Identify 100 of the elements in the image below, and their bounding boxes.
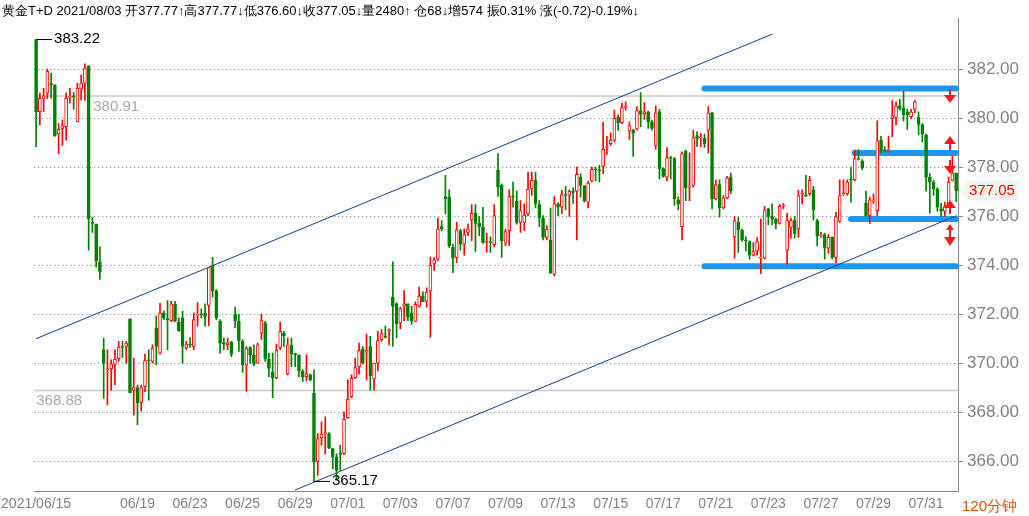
text: 120分钟 xyxy=(962,496,1018,514)
candlestick xyxy=(954,172,958,202)
x-tick-label: 07/23 xyxy=(750,495,787,512)
candlestick xyxy=(312,369,316,482)
y-tick-label: 382.00 xyxy=(967,59,1019,79)
y-tick-label: 368.00 xyxy=(967,401,1019,421)
candlestick xyxy=(556,202,560,216)
candlestick xyxy=(597,165,602,183)
candlestick xyxy=(897,98,902,111)
candlestick xyxy=(683,149,688,201)
candlestick xyxy=(665,147,669,182)
chart-title: 黄金T+D 2021/08/03 开377.77↑高377.77↓低376.60↓收377.05↓量2480↑ 仓68↓增574 振0.31% 涨(-0.72)-0.19%↓ xyxy=(2,2,639,20)
x-tick-label: 07/13 xyxy=(540,495,576,512)
candlestick xyxy=(852,149,857,182)
candlestick xyxy=(406,303,410,321)
candlestick xyxy=(131,357,136,416)
candlestick xyxy=(330,447,335,470)
candlestick xyxy=(586,180,590,209)
candlestick xyxy=(706,106,711,154)
candlestick xyxy=(781,202,786,210)
candlestick xyxy=(128,318,132,394)
candlestick xyxy=(860,159,865,171)
candlestick xyxy=(785,213,789,265)
candlestick xyxy=(631,129,636,157)
candlestick xyxy=(909,108,913,119)
annotation: 365.17 xyxy=(331,470,378,488)
candlestick xyxy=(462,228,467,256)
candlestick xyxy=(436,217,440,262)
candlestick xyxy=(552,196,557,277)
candlestick xyxy=(819,232,823,238)
x-tick-label: 07/01 xyxy=(330,495,366,512)
candlestick xyxy=(695,131,699,148)
candlestick xyxy=(886,135,891,153)
candlestick xyxy=(698,133,703,148)
candlestick xyxy=(375,331,380,372)
candlestick xyxy=(481,206,485,244)
candlestick xyxy=(815,218,820,247)
x-tick-label: 07/31 xyxy=(908,495,944,512)
x-tick-label: 07/21 xyxy=(698,495,734,512)
candlestick xyxy=(357,342,361,375)
candlestick xyxy=(638,92,643,128)
candlestick xyxy=(822,233,827,260)
candlestick xyxy=(905,108,910,130)
candlestick xyxy=(68,87,72,104)
candlestick xyxy=(890,100,895,138)
candlestick xyxy=(728,172,733,195)
y-tick-label: 376.00 xyxy=(967,205,1019,225)
candlestick xyxy=(710,111,714,210)
candlestick xyxy=(124,341,129,364)
candlestick xyxy=(218,319,222,354)
candlestick xyxy=(248,346,252,364)
x-tick-label: 06/19 xyxy=(119,495,156,512)
candlestick xyxy=(590,166,594,183)
candlestick xyxy=(601,121,605,175)
x-tick-label: 07/27 xyxy=(803,495,839,512)
candlestick xyxy=(864,190,868,217)
candlestick xyxy=(38,92,42,126)
text: 377.05 xyxy=(969,180,1015,198)
candlestick xyxy=(146,349,151,401)
candlestick xyxy=(560,190,564,214)
candlestick xyxy=(233,306,237,329)
candlestick xyxy=(364,333,369,381)
candlestick xyxy=(875,120,880,216)
candlestick xyxy=(101,337,106,399)
y-tick-label: 366.00 xyxy=(967,450,1019,470)
candlestick xyxy=(113,349,117,386)
candlestick xyxy=(770,203,774,225)
candlestick xyxy=(544,225,549,241)
x-tick-label: 07/29 xyxy=(855,495,892,512)
candlestick xyxy=(315,433,320,476)
candlestick xyxy=(105,349,110,406)
candlestick xyxy=(327,432,331,449)
candlestick xyxy=(635,106,639,131)
candlestick xyxy=(469,204,474,242)
candlestick xyxy=(755,237,759,256)
candlestick xyxy=(845,179,850,196)
y-tick-label: 370.00 xyxy=(967,352,1019,372)
candlestick xyxy=(191,312,196,351)
y-tick-label: 374.00 xyxy=(967,254,1019,274)
candlestick xyxy=(391,261,395,347)
x-tick-label: 07/07 xyxy=(435,495,471,512)
candlestick xyxy=(207,267,211,327)
candlestick xyxy=(492,204,497,248)
candlestick xyxy=(184,341,189,351)
candlestick xyxy=(263,320,267,362)
candlestick xyxy=(372,362,376,391)
candlestick xyxy=(713,179,718,201)
candlestick xyxy=(646,110,651,129)
candlestick xyxy=(278,321,283,351)
candlestick xyxy=(338,445,343,471)
candlestick xyxy=(830,236,835,260)
candlestick xyxy=(616,114,620,131)
candlestick xyxy=(879,135,883,154)
candlestick xyxy=(620,102,624,125)
candlestick xyxy=(323,416,328,455)
candlestick xyxy=(188,337,192,348)
x-tick-label: 2021/06/15 xyxy=(1,495,72,512)
candlestick xyxy=(575,166,579,241)
candlestick xyxy=(154,315,159,366)
candlestick xyxy=(64,92,68,141)
